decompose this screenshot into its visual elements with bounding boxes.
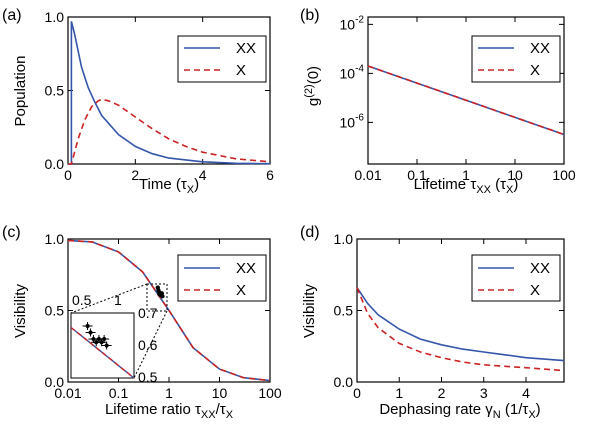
x-tick-label: 1 — [395, 385, 403, 401]
y-tick-label: 10-4 — [340, 63, 365, 81]
inset-data-point — [91, 337, 96, 341]
inset-lines — [70, 326, 135, 379]
x-tick-label: 3 — [480, 385, 488, 401]
legend-box — [471, 254, 561, 302]
data-lines — [68, 21, 271, 165]
axis-ticks: 0.01 0.1 1 10 100 0.0 0.5 1.0 — [45, 231, 282, 401]
x-tick-label: 0.01 — [354, 167, 381, 183]
x-tick-label: 4 — [199, 167, 207, 183]
y-axis-label: Visibility — [12, 284, 29, 338]
axis-ticks: 0.01 0.1 1 10 100 10-2 10-4 10-6 — [340, 14, 576, 183]
y-tick-label: 10-6 — [340, 112, 365, 130]
data-lines — [367, 65, 565, 136]
inset-data-point — [104, 343, 109, 348]
panel-label: (d) — [300, 224, 320, 241]
panel-a: (a) Population Time (τX) 0 2 4 6 0.0 0.5 1.0 X… — [2, 7, 274, 196]
x-axis-label: Time (τX) — [139, 176, 199, 196]
inset-x-tick-label: 0.5 — [72, 292, 92, 308]
legend-label-xx: XX — [236, 40, 256, 57]
x-tick-label: 100 — [258, 385, 282, 401]
x-tick-label: 100 — [552, 167, 576, 183]
x-tick-label: 4 — [522, 385, 530, 401]
panel-d: (d) Visibility Dephasing rate γN (1/τX) … — [300, 224, 565, 421]
inset-y-tick-label: 0.7 — [138, 305, 158, 321]
inset-data-point — [102, 337, 107, 341]
legend: XX X — [177, 35, 267, 83]
y-axis-label: Population — [12, 56, 29, 127]
x-tick-label: 1 — [462, 167, 470, 183]
x-tick-label: 10 — [507, 167, 523, 183]
x-tick-label: 0.1 — [109, 385, 129, 401]
inset-line-x — [70, 326, 135, 379]
legend-box — [471, 35, 561, 83]
legend: XX X — [177, 254, 267, 302]
panel-label: (a) — [2, 7, 22, 24]
inset-data-point — [99, 340, 104, 345]
legend: XX X — [471, 254, 561, 302]
y-tick-label: 0.0 — [45, 156, 65, 172]
y-tick-label: 10-2 — [340, 14, 365, 32]
series-line-x — [67, 239, 271, 382]
y-tick-label: 1.0 — [334, 231, 354, 247]
x-axis-label: Lifetime ratio τXX/τX — [105, 401, 234, 421]
series-line-x — [68, 98, 271, 165]
x-axis-label: Dephasing rate γN (1/τX) — [379, 401, 540, 421]
y-tick-label: 1.0 — [45, 231, 65, 247]
zoom-connector-line — [70, 283, 148, 314]
series-line-xx — [68, 21, 271, 165]
legend-label-x: X — [530, 62, 540, 79]
x-tick-label: 1 — [165, 385, 173, 401]
legend-box — [177, 254, 267, 302]
inset-data-point — [96, 337, 101, 341]
data-point — [160, 294, 165, 299]
highlighted-points — [155, 285, 165, 299]
x-tick-label: 2 — [438, 385, 446, 401]
legend: XX X — [471, 35, 561, 83]
inset-data-points — [82, 322, 112, 350]
series-line-xx — [356, 287, 565, 362]
x-tick-label: 2 — [131, 167, 139, 183]
x-tick-label: 0.01 — [54, 385, 81, 401]
y-tick-label: 0.0 — [334, 374, 354, 390]
y-tick-label: 0.0 — [45, 374, 65, 390]
data-lines — [356, 287, 565, 372]
axis-ticks: 0 1 2 3 4 0.0 0.5 1.0 — [334, 231, 564, 401]
x-axis-label: Lifetime τXX (τX) — [414, 176, 519, 196]
panel-c: (c) Visibility Lifetime ratio τXX/τX 0.0… — [2, 224, 282, 421]
y-tick-label: 0.5 — [334, 303, 354, 319]
panel-label: (b) — [300, 7, 320, 24]
x-tick-label: 10 — [212, 385, 228, 401]
y-tick-label: 1.0 — [45, 9, 65, 25]
zoom-region-box — [146, 283, 168, 312]
legend-label-x: X — [236, 282, 246, 299]
x-tick-label: 0.1 — [407, 167, 427, 183]
y-axis-label: Visibility — [301, 284, 318, 338]
inset-data-point — [94, 340, 99, 345]
panel-label: (c) — [2, 224, 21, 241]
legend-box — [177, 35, 267, 83]
inset-y-tick-label: 0.5 — [138, 369, 158, 385]
x-tick-label: 0 — [64, 167, 72, 183]
inset-x-tick-label: 1 — [114, 292, 122, 308]
inset-data-point — [88, 330, 93, 335]
y-tick-label: 0.5 — [45, 303, 65, 319]
axis-ticks: 0 2 4 6 0.0 0.5 1.0 — [45, 9, 275, 183]
legend-label-xx: XX — [530, 260, 550, 277]
data-lines — [67, 239, 271, 382]
legend-label-x: X — [530, 282, 540, 299]
x-tick-label: 0 — [353, 385, 361, 401]
inset: 0.5 1 0.7 0.6 0.5 — [70, 292, 158, 385]
series-line-x — [367, 65, 565, 136]
y-tick-label: 0.5 — [45, 83, 65, 99]
y-axis-label: g(2)(0) — [303, 66, 322, 106]
panel-b: (b) g(2)(0) Lifetime τXX (τX) 0.01 0.1 1 10… — [300, 7, 576, 196]
zoom-connector-line — [133, 310, 168, 379]
legend-label-x: X — [236, 62, 246, 79]
legend-label-xx: XX — [530, 40, 550, 57]
inset-y-tick-label: 0.6 — [138, 337, 158, 353]
x-tick-label: 6 — [266, 167, 274, 183]
legend-label-xx: XX — [236, 260, 256, 277]
inset-data-point — [85, 324, 90, 328]
